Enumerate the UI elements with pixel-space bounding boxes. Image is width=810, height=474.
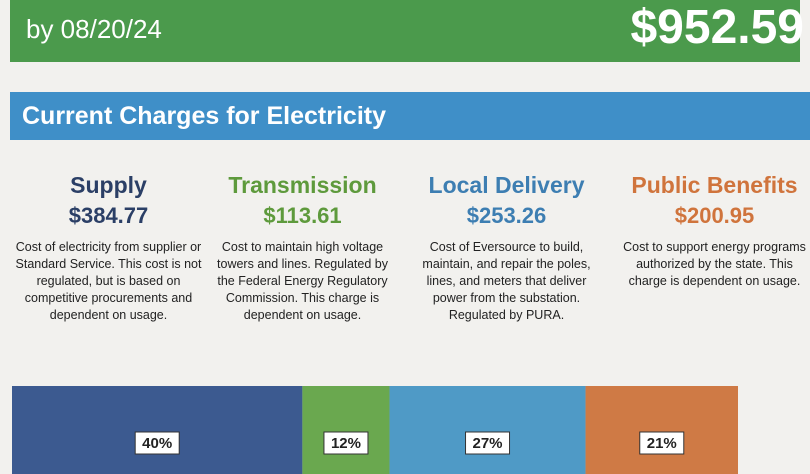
due-date: by 08/20/24 xyxy=(26,14,162,44)
charge-description: Cost to support energy programs authoriz… xyxy=(623,240,806,288)
label-box xyxy=(639,431,685,455)
charge-description: Cost of Eversource to build, maintain, a… xyxy=(422,240,591,322)
charge-amount: $253.26 xyxy=(466,203,547,228)
breakdown-bar: 40% 12% 27% 21% xyxy=(12,386,738,474)
amount-due: $952.59 xyxy=(630,1,804,54)
charge-title: Transmission xyxy=(228,172,377,198)
bar-segment xyxy=(302,386,390,474)
charge-title: Local Delivery xyxy=(428,172,585,198)
value-label: 21% xyxy=(647,435,677,452)
charge-column: Public Benefits $200.95 Cost to support en… xyxy=(612,172,810,290)
charge-column: Supply $384.77 Cost of electricity from su… xyxy=(6,172,211,324)
charge-amount: $384.77 xyxy=(68,203,149,228)
amount-banner: by 08/20/24 $952.59 xyxy=(10,0,804,62)
charge-column: Transmission $113.61 Cost to maintain high… xyxy=(200,172,405,324)
section-title: Current Charges for Electricity xyxy=(10,92,810,140)
charge-description: Cost of electricity from supplier or Sta… xyxy=(15,240,202,322)
label-box xyxy=(323,431,369,455)
bar-segment xyxy=(12,386,303,474)
value-label: 40% xyxy=(142,435,172,452)
charge-column: Local Delivery $253.26 Cost of Eversource … xyxy=(404,172,609,324)
charge-title: Public Benefits xyxy=(631,172,798,198)
charge-title: Supply xyxy=(70,172,147,198)
bar-segment xyxy=(389,386,586,474)
charge-amount: $200.95 xyxy=(674,203,755,228)
label-box xyxy=(134,431,180,455)
value-label: 12% xyxy=(331,435,361,452)
charge-amount: $113.61 xyxy=(263,203,342,228)
label-box xyxy=(465,431,511,455)
charge-description: Cost to maintain high voltage towers and… xyxy=(217,240,388,322)
value-label: 27% xyxy=(473,435,503,452)
bar-segment xyxy=(585,386,738,474)
